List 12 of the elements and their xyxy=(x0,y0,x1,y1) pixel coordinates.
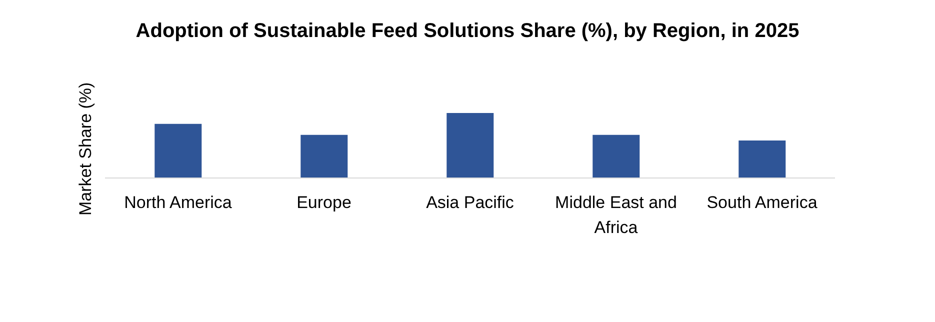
bar xyxy=(592,134,640,178)
chart-title: Adoption of Sustainable Feed Solutions Share (%), by Region, in 2025 xyxy=(134,20,800,43)
x-tick-label: Asia Pacific xyxy=(426,193,514,212)
y-axis-title: Market Share (%) xyxy=(76,82,96,216)
x-tick-label: North America xyxy=(124,193,232,212)
bar xyxy=(446,113,494,178)
x-tick-label: Europe xyxy=(296,193,352,212)
x-tick-label: South America xyxy=(706,193,818,212)
bar xyxy=(738,140,786,178)
x-tick-label: Middle East and Africa xyxy=(555,193,677,237)
bar xyxy=(300,134,348,178)
bar xyxy=(154,124,202,178)
